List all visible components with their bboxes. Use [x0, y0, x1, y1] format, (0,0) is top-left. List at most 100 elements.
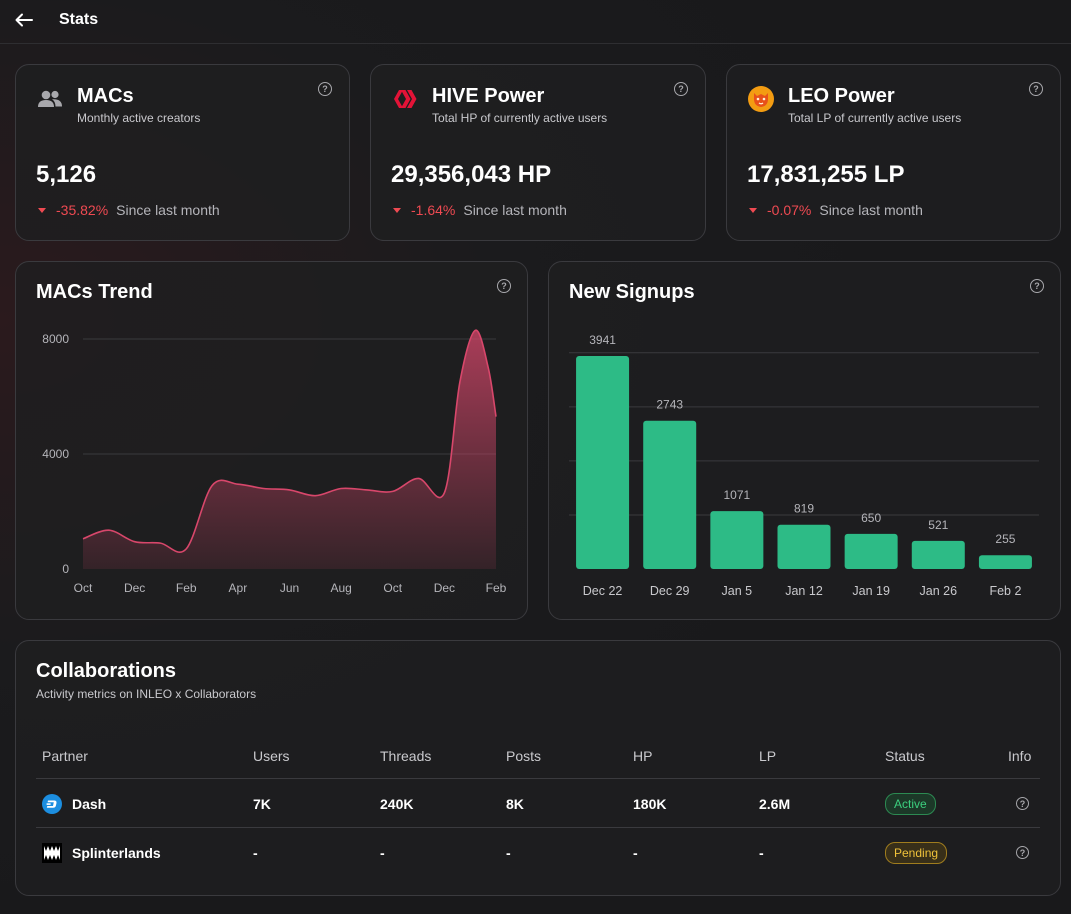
x-tick-label: Aug: [330, 581, 351, 595]
change-percent: -0.07%: [767, 202, 812, 218]
help-icon[interactable]: ?: [1029, 82, 1043, 96]
partner-name: Dash: [72, 796, 107, 812]
x-tick-label: Jan 5: [722, 584, 753, 598]
lp-value: 2.6M: [759, 796, 791, 812]
help-icon[interactable]: ?: [1030, 279, 1044, 293]
x-tick-label: Jan 26: [920, 584, 958, 598]
x-tick-label: Feb 2: [989, 584, 1021, 598]
partner-name: Splinterlands: [72, 845, 161, 861]
top-bar: Stats: [0, 0, 1071, 44]
signup-bar: [978, 555, 1032, 569]
macs-trend-panel: MACs Trend ? 0 4000 8000 Oct Dec Feb Apr Jun Aug…: [15, 261, 528, 620]
stat-change: -1.64% Since last month: [393, 202, 567, 218]
stat-title: LEO Power: [788, 85, 895, 107]
hp-value: -: [633, 845, 638, 861]
bar-value-label: 2743: [656, 398, 683, 412]
change-percent: -1.64%: [411, 202, 456, 218]
col-header-status: Status: [885, 748, 925, 764]
users-value: 7K: [253, 796, 271, 812]
new-signups-panel: New Signups ? 3941 Dec 22 2743 Dec 29 1071 Ja…: [548, 261, 1061, 620]
col-header-lp: LP: [759, 748, 777, 764]
col-header-partner: Partner: [42, 748, 88, 764]
hp-value: 180K: [633, 796, 667, 812]
caret-down-icon: [749, 207, 757, 213]
caret-down-icon: [393, 207, 401, 213]
users-icon: [38, 90, 62, 107]
x-tick-label: Jun: [280, 581, 299, 595]
splinterlands-logo-icon: [42, 843, 62, 863]
change-label: Since last month: [819, 202, 923, 218]
page-title: Stats: [59, 11, 99, 28]
stat-change: -35.82% Since last month: [38, 202, 220, 218]
table-divider: [36, 827, 1040, 828]
stat-card-leo-power: LEO Power Total LP of currently active u…: [726, 64, 1061, 241]
collaborations-panel: Collaborations Activity metrics on INLEO…: [15, 640, 1061, 896]
x-tick-label: Jan 12: [785, 584, 823, 598]
trend-area: [83, 330, 496, 569]
panel-title: Collaborations: [36, 660, 177, 682]
stat-subtitle: Total HP of currently active users: [432, 111, 608, 125]
caret-down-icon: [38, 207, 46, 213]
lp-value: -: [759, 845, 764, 861]
signup-bar: [777, 524, 831, 569]
help-icon[interactable]: ?: [318, 82, 332, 96]
help-icon[interactable]: ?: [674, 82, 688, 96]
signup-bar: [844, 533, 898, 569]
x-tick-label: Dec 22: [583, 584, 623, 598]
bar-value-label: 521: [928, 518, 948, 532]
bar-value-label: 650: [861, 511, 881, 525]
col-header-posts: Posts: [506, 748, 542, 764]
y-tick-label: 0: [62, 562, 69, 576]
bar-value-label: 819: [794, 502, 814, 516]
stat-title: MACs: [77, 85, 134, 107]
stat-value: 17,831,255 LP: [747, 161, 905, 188]
x-tick-label: Dec 29: [650, 584, 690, 598]
stat-card-macs: MACs Monthly active creators ? 5,126 -35…: [15, 64, 350, 241]
stat-value: 5,126: [36, 161, 97, 188]
x-tick-label: Dec: [124, 581, 145, 595]
bar-value-label: 1071: [724, 488, 751, 502]
x-tick-label: Oct: [74, 581, 93, 595]
change-label: Since last month: [116, 202, 220, 218]
x-tick-label: Feb: [176, 581, 197, 595]
x-tick-label: Jan 19: [852, 584, 890, 598]
stat-value: 29,356,043 HP: [391, 161, 552, 188]
stat-subtitle: Total LP of currently active users: [788, 111, 962, 125]
bar-value-label: 255: [995, 532, 1015, 546]
trend-line: [82, 329, 497, 553]
signup-bar: [911, 540, 965, 569]
threads-value: 240K: [380, 796, 414, 812]
panel-title: MACs Trend: [36, 281, 153, 303]
table-divider: [36, 778, 1040, 779]
x-tick-label: Oct: [383, 581, 402, 595]
posts-value: -: [506, 845, 511, 861]
status-badge: Pending: [885, 842, 948, 864]
info-icon[interactable]: ?: [1016, 846, 1029, 859]
back-button[interactable]: [12, 9, 36, 31]
arrow-left-icon: [15, 13, 33, 27]
leo-logo-icon: [748, 86, 774, 112]
help-icon[interactable]: ?: [497, 279, 511, 293]
new-signups-chart: 3941 Dec 22 2743 Dec 29 1071 Jan 5 819 Jan 12 65…: [569, 333, 1039, 598]
macs-trend-chart: 0 4000 8000 Oct Dec Feb Apr Jun Aug Oct Dec Feb: [42, 329, 507, 595]
signup-bar: [710, 511, 764, 569]
y-tick-label: 4000: [42, 447, 69, 461]
users-value: -: [253, 845, 258, 861]
x-tick-label: Apr: [229, 581, 248, 595]
col-header-threads: Threads: [380, 748, 432, 764]
signup-bar: [643, 420, 697, 569]
change-label: Since last month: [463, 202, 567, 218]
signup-bar: [576, 355, 630, 569]
stat-card-hive-power: HIVE Power Total HP of currently active …: [370, 64, 706, 241]
stat-title: HIVE Power: [432, 85, 545, 107]
panel-title: New Signups: [569, 281, 695, 303]
bar-value-label: 3941: [589, 333, 616, 347]
x-tick-label: Feb: [486, 581, 507, 595]
dash-logo-icon: [42, 794, 62, 814]
info-icon[interactable]: ?: [1016, 797, 1029, 810]
col-header-users: Users: [253, 748, 290, 764]
posts-value: 8K: [506, 796, 524, 812]
y-tick-label: 8000: [42, 332, 69, 346]
stat-change: -0.07% Since last month: [749, 202, 923, 218]
threads-value: -: [380, 845, 385, 861]
